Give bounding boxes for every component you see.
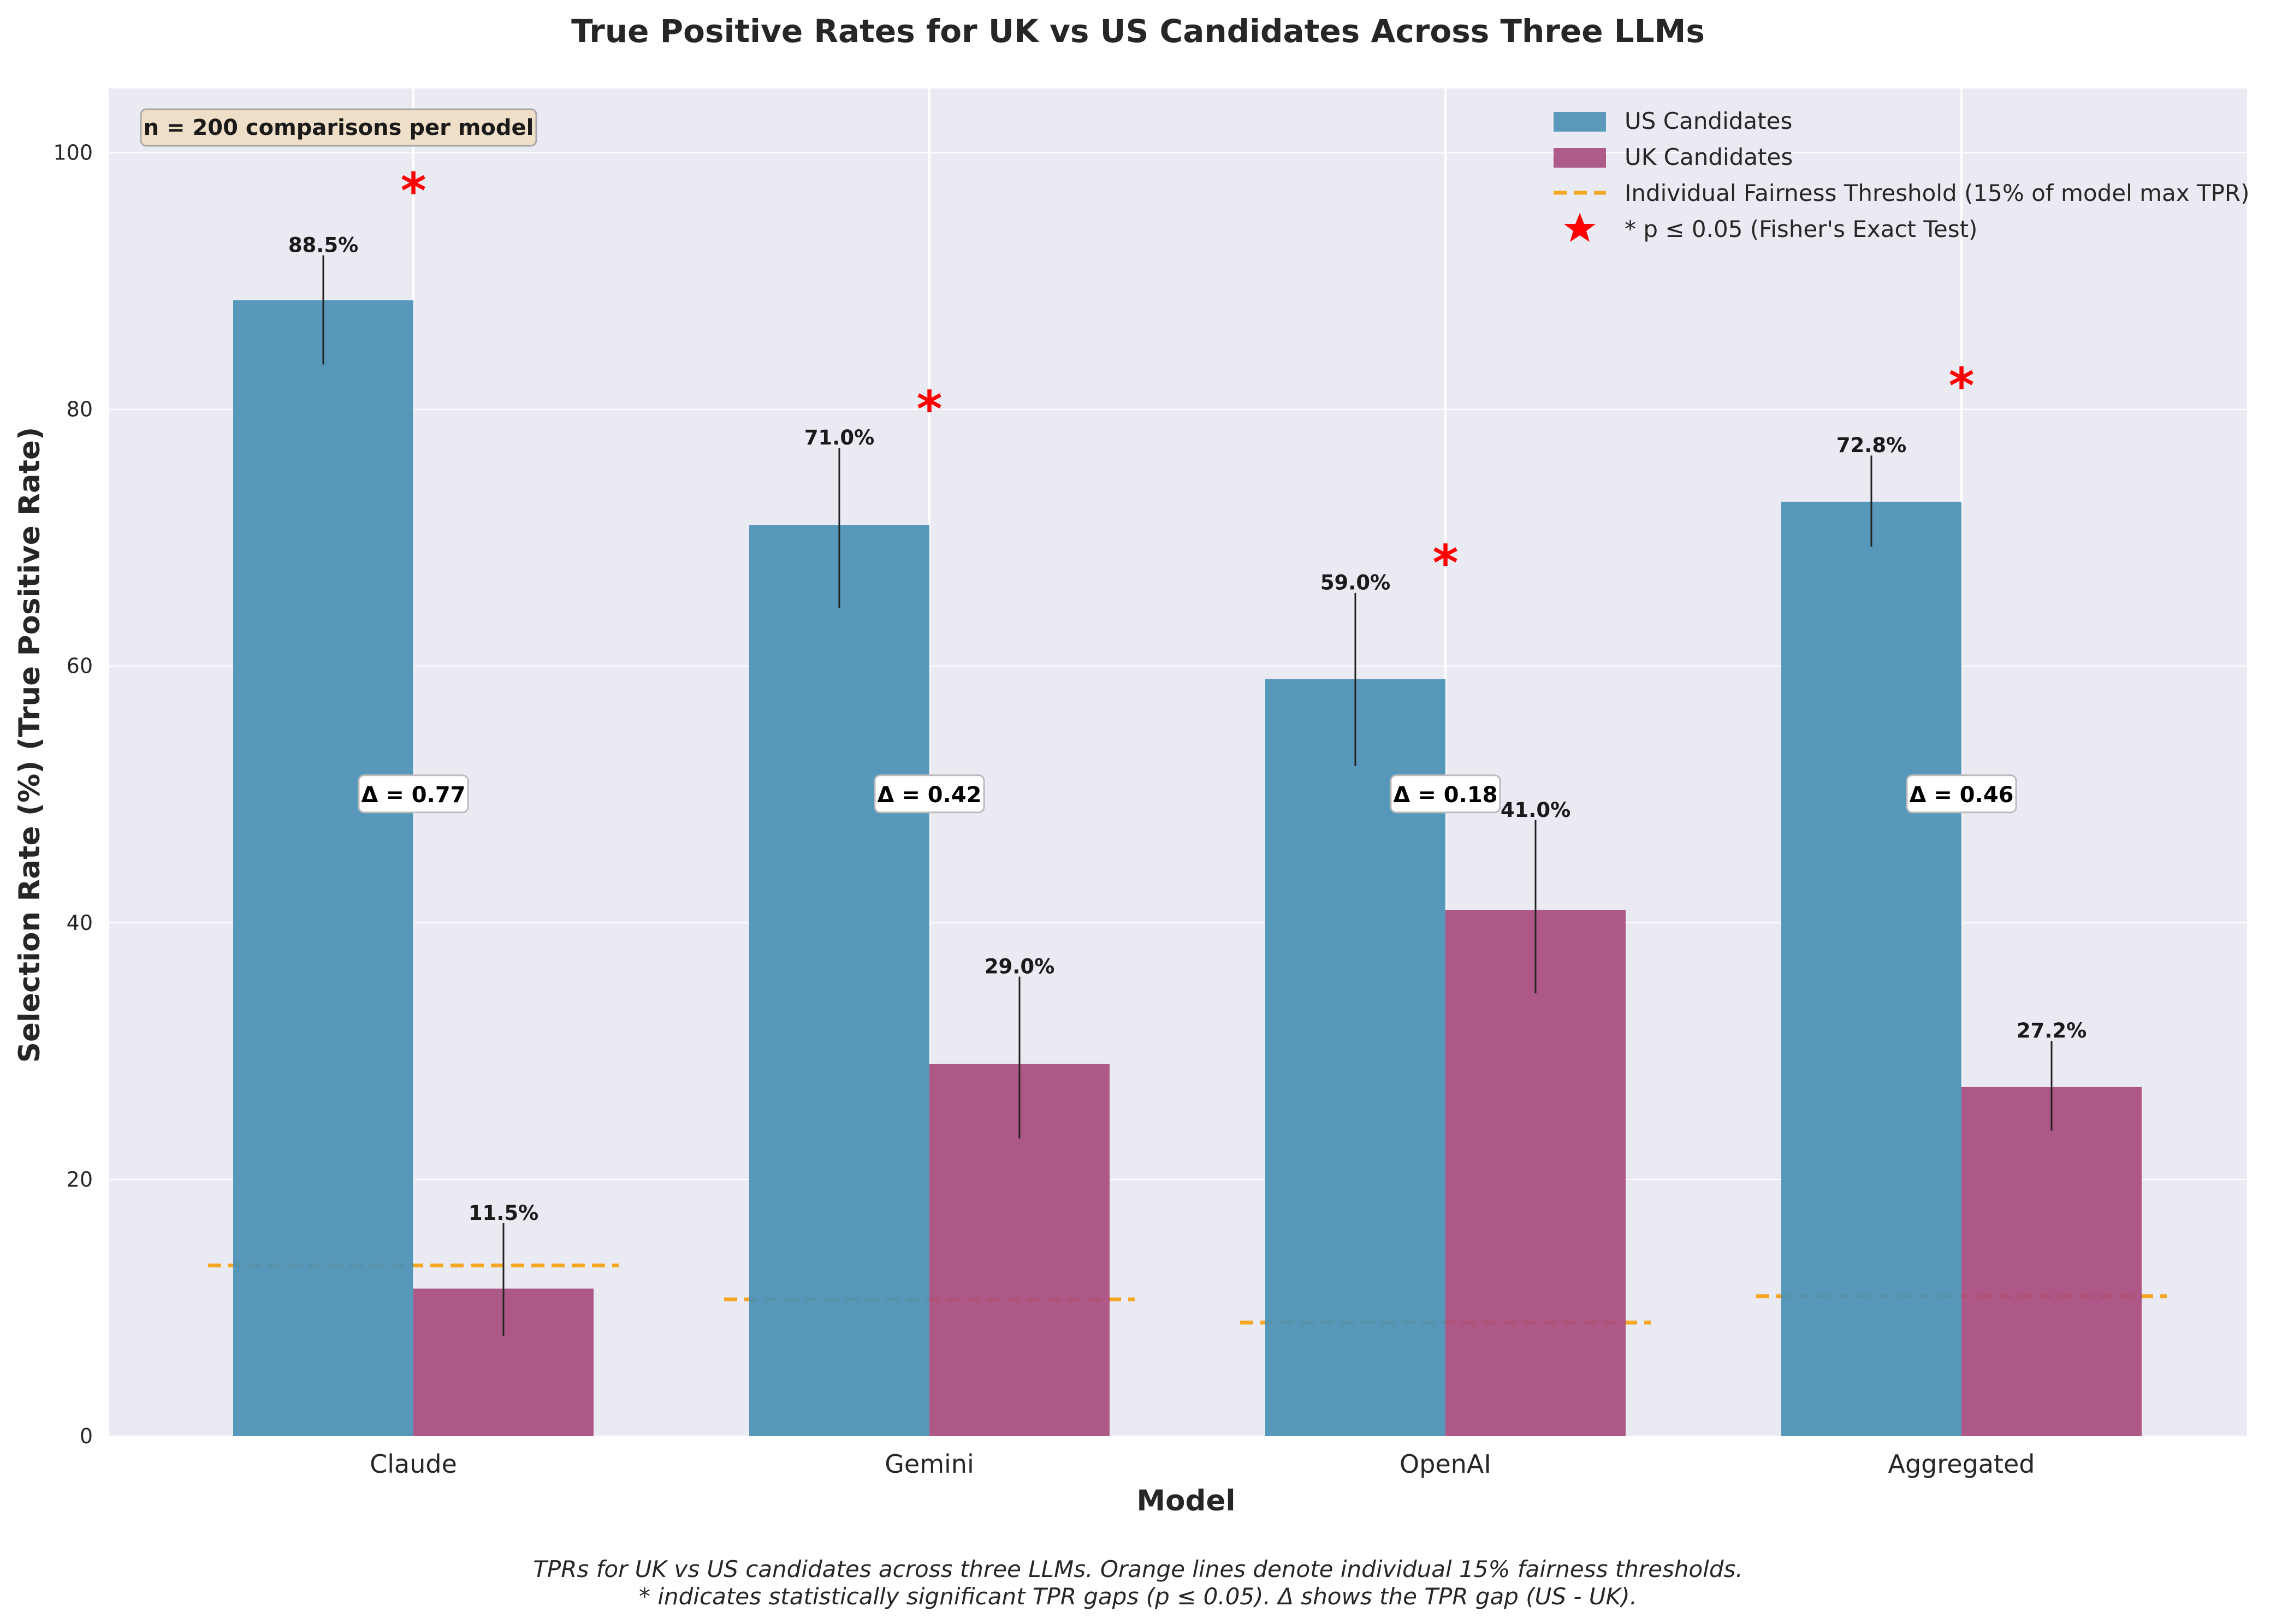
- bar-us-aggregated: [1781, 501, 1961, 1437]
- significance-star: *: [916, 381, 942, 438]
- y-tick-label: 0: [80, 1424, 93, 1448]
- significance-star: *: [1948, 358, 1974, 415]
- y-tick-label: 80: [67, 398, 93, 422]
- legend-swatch-uk: [1554, 148, 1606, 168]
- legend-label-uk: UK Candidates: [1625, 144, 1793, 170]
- delta-label: Δ = 0.18: [1393, 783, 1497, 808]
- y-tick-label: 60: [67, 654, 93, 678]
- bar-uk-aggregated: [1961, 1087, 2142, 1436]
- x-axis-ticks: Claude Gemini OpenAI Aggregated: [370, 1449, 2035, 1479]
- value-label: 71.0%: [804, 426, 874, 449]
- legend-label-us: US Candidates: [1625, 108, 1792, 134]
- value-label: 88.5%: [288, 234, 358, 257]
- value-label: 72.8%: [1836, 434, 1906, 457]
- x-tick-label: Gemini: [885, 1449, 974, 1479]
- error-bars: [322, 255, 2053, 1336]
- x-tick-label: Aggregated: [1888, 1449, 2035, 1479]
- value-label: 59.0%: [1320, 571, 1390, 595]
- delta-label: Δ = 0.77: [361, 783, 465, 808]
- sample-size-annotation: n = 200 comparisons per model: [140, 108, 537, 147]
- legend-label-threshold: Individual Fairness Threshold (15% of mo…: [1625, 180, 2250, 206]
- value-label: 41.0%: [1501, 798, 1570, 822]
- y-axis-label: Selection Rate (%) (True Positive Rate): [13, 427, 46, 1063]
- bar-us-gemini: [749, 525, 929, 1437]
- delta-label: Δ = 0.46: [1909, 783, 2013, 808]
- value-label: 11.5%: [469, 1201, 538, 1225]
- delta-labels: Δ = 0.77 Δ = 0.42 Δ = 0.18 Δ = 0.46: [358, 774, 2017, 814]
- y-tick-label: 20: [67, 1167, 93, 1192]
- legend-star-icon: [1564, 213, 1596, 242]
- legend-label-significance: * p ≤ 0.05 (Fisher's Exact Test): [1625, 216, 1977, 242]
- value-label: 29.0%: [985, 955, 1054, 979]
- sample-size-text: n = 200 comparisons per model: [144, 115, 534, 140]
- x-axis-label: Model: [1136, 1484, 1235, 1518]
- bar-uk-openai: [1445, 910, 1626, 1436]
- significance-star: *: [400, 162, 426, 220]
- chart-title: True Positive Rates for UK vs US Candida…: [571, 13, 1705, 50]
- bar-us-claude: [233, 300, 413, 1436]
- x-tick-label: OpenAI: [1400, 1449, 1491, 1479]
- delta-box: [1390, 774, 1501, 814]
- y-tick-label: 100: [53, 141, 93, 165]
- legend-swatch-us: [1554, 112, 1606, 132]
- significance-star: *: [1432, 535, 1458, 592]
- delta-box: [874, 774, 985, 814]
- delta-box: [358, 774, 469, 814]
- delta-label: Δ = 0.42: [877, 783, 981, 808]
- y-axis-ticks: 0 20 40 60 80 100: [53, 141, 93, 1448]
- value-labels: 88.5% 71.0% 59.0% 72.8% 11.5% 29.0% 41.0% 27.2%: [288, 234, 2087, 1225]
- caption-line-1: TPRs for UK vs US candidates across thre…: [533, 1556, 1743, 1582]
- significance-markers: * * * *: [400, 162, 1974, 592]
- caption-line-2: * indicates statistically significant TP…: [639, 1583, 1637, 1610]
- y-tick-label: 40: [67, 911, 93, 935]
- legend: US Candidates UK Candidates Individual F…: [1554, 108, 2250, 242]
- value-label: 27.2%: [2017, 1019, 2087, 1042]
- x-tick-label: Claude: [370, 1449, 457, 1479]
- delta-box: [1906, 774, 2017, 814]
